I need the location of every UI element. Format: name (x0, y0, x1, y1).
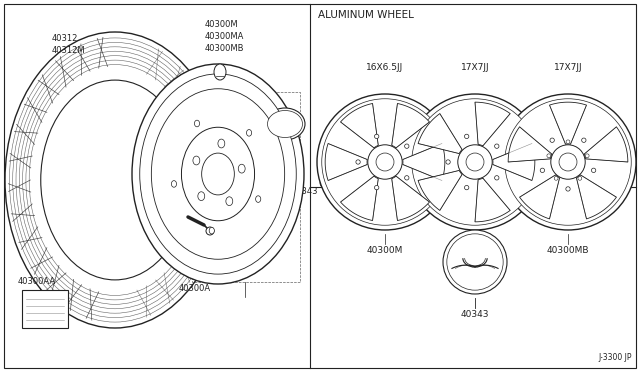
Ellipse shape (226, 197, 233, 206)
Text: 40300MB: 40300MB (547, 246, 589, 255)
Ellipse shape (214, 64, 226, 80)
Circle shape (458, 145, 492, 179)
Polygon shape (520, 175, 559, 219)
Text: 40300MA: 40300MA (454, 246, 496, 255)
Ellipse shape (132, 64, 304, 284)
Ellipse shape (268, 110, 303, 138)
Text: 40311: 40311 (155, 138, 181, 147)
Text: 40300AA: 40300AA (18, 278, 56, 286)
Circle shape (566, 140, 570, 144)
Ellipse shape (209, 227, 214, 234)
Text: 40312
40312M: 40312 40312M (52, 34, 86, 55)
Circle shape (206, 227, 214, 235)
Circle shape (559, 153, 577, 171)
Polygon shape (475, 102, 510, 146)
Circle shape (578, 176, 582, 180)
Text: 17X7JJ: 17X7JJ (554, 63, 582, 72)
Polygon shape (493, 144, 535, 180)
Circle shape (586, 154, 589, 158)
Circle shape (322, 99, 448, 225)
Ellipse shape (140, 74, 296, 274)
Circle shape (447, 234, 503, 290)
Text: 40224: 40224 (270, 148, 296, 157)
Text: 40343: 40343 (292, 187, 319, 196)
Polygon shape (403, 144, 445, 180)
Ellipse shape (218, 139, 225, 148)
Polygon shape (418, 170, 462, 211)
Circle shape (495, 176, 499, 180)
Circle shape (374, 185, 379, 190)
Polygon shape (325, 144, 367, 180)
Circle shape (550, 138, 554, 142)
Polygon shape (475, 178, 510, 222)
Circle shape (404, 176, 409, 180)
Circle shape (466, 153, 484, 171)
Text: ORNAMENT: ORNAMENT (318, 179, 378, 189)
Text: J-3300 JP: J-3300 JP (598, 353, 632, 362)
Ellipse shape (246, 129, 252, 136)
Circle shape (368, 145, 402, 179)
Circle shape (591, 168, 596, 173)
Text: 40300M
40300MA
40300MB: 40300M 40300MA 40300MB (205, 20, 244, 52)
Ellipse shape (193, 156, 200, 165)
Circle shape (551, 145, 585, 179)
Text: 40300M: 40300M (367, 246, 403, 255)
Text: 40343: 40343 (461, 310, 489, 319)
Polygon shape (550, 102, 586, 144)
Circle shape (505, 99, 631, 225)
Text: ALUMINUM WHEEL: ALUMINUM WHEEL (318, 10, 414, 20)
Circle shape (317, 94, 453, 230)
Circle shape (566, 187, 570, 191)
Ellipse shape (182, 127, 255, 221)
Circle shape (356, 160, 360, 164)
Polygon shape (508, 127, 552, 162)
Ellipse shape (195, 120, 200, 127)
Text: 17X7JJ: 17X7JJ (461, 63, 490, 72)
Polygon shape (340, 176, 378, 221)
Polygon shape (340, 103, 378, 148)
Bar (22, 290, 68, 328)
Ellipse shape (172, 181, 177, 187)
Ellipse shape (41, 80, 189, 280)
Circle shape (582, 138, 586, 142)
Polygon shape (418, 113, 462, 154)
Ellipse shape (238, 164, 245, 173)
Ellipse shape (202, 153, 234, 195)
Circle shape (547, 154, 550, 158)
Circle shape (465, 185, 469, 190)
Circle shape (443, 230, 507, 294)
Polygon shape (584, 127, 628, 162)
Circle shape (446, 160, 451, 164)
Polygon shape (392, 103, 429, 148)
Circle shape (495, 144, 499, 148)
Circle shape (407, 94, 543, 230)
Circle shape (412, 99, 538, 225)
Circle shape (465, 134, 469, 138)
Circle shape (404, 144, 409, 148)
Circle shape (376, 153, 394, 171)
Circle shape (554, 176, 558, 180)
Polygon shape (577, 175, 616, 219)
Circle shape (500, 94, 636, 230)
Ellipse shape (255, 196, 260, 202)
Ellipse shape (198, 192, 205, 201)
Ellipse shape (265, 108, 305, 140)
Ellipse shape (151, 89, 285, 259)
Circle shape (540, 168, 545, 173)
Polygon shape (392, 176, 429, 221)
Text: 16X6.5JJ: 16X6.5JJ (366, 63, 404, 72)
Text: 40300A: 40300A (179, 284, 211, 293)
Circle shape (374, 134, 379, 138)
